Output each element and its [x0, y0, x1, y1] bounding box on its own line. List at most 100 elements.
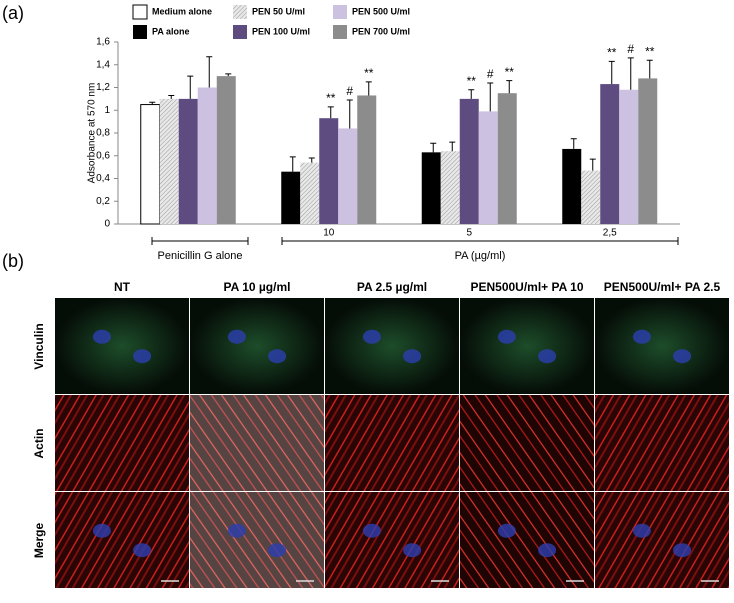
legend-swatch: [333, 5, 347, 19]
error-bar: [449, 141, 456, 152]
y-axis-title: Adsorbance at 570 nm: [87, 83, 98, 184]
error-bar: [346, 99, 353, 129]
nucleus: [92, 523, 111, 538]
micrograph: [325, 492, 459, 588]
micrograph: [55, 395, 189, 491]
significance: **: [467, 74, 477, 88]
x-tick-label: 10: [323, 228, 335, 239]
error-bar: [506, 80, 513, 94]
panel-label: (a): [2, 3, 24, 23]
error-bar: [365, 81, 372, 96]
row-header: Actin: [32, 429, 46, 459]
y-tick-label: 1,4: [96, 59, 110, 70]
y-tick-label: 1,2: [96, 82, 110, 93]
bar: [140, 104, 161, 225]
error-bar: [608, 60, 615, 85]
significance: **: [645, 44, 655, 58]
significance: **: [505, 65, 515, 79]
legend-label: PEN 100 U/ml: [252, 26, 310, 36]
x-tick-label: 2,5: [603, 228, 617, 239]
micrograph: [190, 298, 324, 394]
error-bar: [225, 73, 232, 77]
bar: [281, 171, 301, 224]
micrograph: [460, 395, 594, 491]
micrograph: [460, 492, 594, 588]
legend-swatch: [333, 25, 347, 39]
bar: [459, 98, 479, 224]
y-tick-label: 1,6: [96, 37, 110, 48]
bar: [338, 128, 358, 224]
micrograph: [595, 395, 729, 491]
nucleus: [268, 543, 287, 558]
significance: #: [487, 67, 494, 81]
micrograph: [55, 298, 189, 394]
bar: [357, 95, 377, 225]
micrograph: [460, 298, 594, 394]
bar: [159, 98, 179, 224]
column-header: PA 2.5 µg/ml: [357, 280, 427, 294]
bar: [421, 152, 441, 224]
y-tick-label: 0,4: [96, 173, 110, 184]
nucleus: [92, 329, 111, 344]
error-bar: [646, 59, 653, 79]
bar: [216, 76, 236, 224]
y-tick-label: 1: [104, 105, 110, 116]
nucleus: [403, 543, 422, 558]
error-bar: [570, 138, 577, 149]
error-bar: [187, 75, 194, 99]
bar: [600, 84, 620, 225]
nucleus: [673, 543, 692, 558]
nucleus: [227, 329, 246, 344]
nucleus: [497, 523, 516, 538]
nucleus: [362, 329, 381, 344]
nucleus: [632, 329, 651, 344]
row-header: Vinculin: [32, 323, 46, 369]
error-bar: [430, 142, 437, 153]
bar: [638, 78, 658, 225]
bar: [619, 89, 639, 225]
x-group-label: PA (µg/ml): [455, 250, 506, 262]
nucleus: [673, 349, 692, 364]
nucleus: [133, 543, 152, 558]
nucleus: [227, 523, 246, 538]
error-bar: [168, 94, 175, 99]
nucleus: [362, 523, 381, 538]
micrograph: [325, 395, 459, 491]
y-tick-label: 0,2: [96, 196, 110, 207]
bar: [319, 118, 339, 224]
legend-label: PEN 50 U/ml: [252, 6, 305, 16]
panel-label: (b): [2, 251, 24, 271]
error-bar: [327, 106, 334, 119]
y-tick-label: 0,6: [96, 150, 110, 161]
bar: [300, 162, 320, 224]
significance: **: [607, 46, 617, 60]
nucleus: [632, 523, 651, 538]
legend-swatch: [132, 4, 148, 20]
error-bar: [289, 156, 296, 172]
column-header: PEN500U/ml+ PA 10: [470, 280, 583, 294]
legend-label: PEN 500 U/ml: [352, 6, 410, 16]
legend-label: Medium alone: [152, 6, 212, 16]
bar: [178, 98, 198, 224]
error-bar: [487, 82, 494, 112]
error-bar: [206, 56, 213, 88]
micrograph: [325, 298, 459, 394]
legend-swatch: [133, 25, 147, 39]
row-header: Merge: [32, 523, 46, 559]
micrograph: [595, 492, 729, 588]
error-bar: [589, 158, 596, 171]
nucleus: [538, 543, 557, 558]
y-tick-label: 0: [104, 219, 110, 230]
legend-label: PEN 700 U/ml: [352, 26, 410, 36]
error-bar: [149, 101, 156, 105]
bar: [497, 93, 517, 224]
nucleus: [268, 349, 287, 364]
bar: [197, 87, 217, 224]
bar: [440, 151, 460, 224]
x-tick-label: 5: [466, 228, 472, 239]
legend-swatch: [233, 5, 247, 19]
micrograph: [190, 395, 324, 491]
y-tick-label: 0,8: [96, 128, 110, 139]
error-bar: [308, 157, 315, 163]
legend-label: PA alone: [152, 26, 190, 36]
